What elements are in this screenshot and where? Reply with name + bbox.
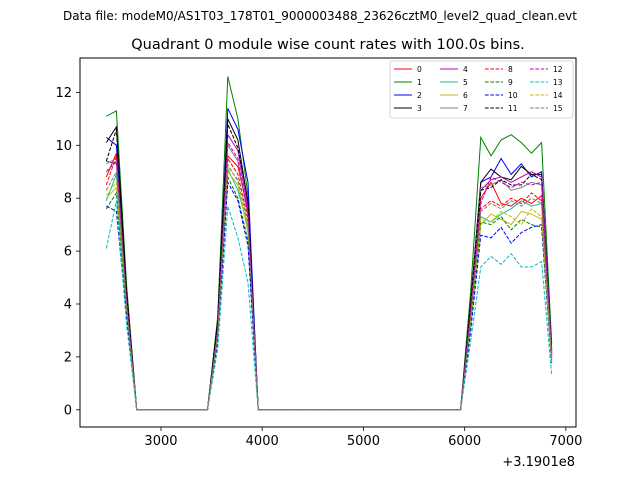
- series-lines: [105, 76, 553, 411]
- legend-label-11: 11: [508, 104, 518, 113]
- series-line-11: [105, 123, 553, 411]
- y-tick-label: 4: [64, 298, 72, 313]
- legend-label-13: 13: [553, 78, 563, 87]
- series-line-2: [105, 108, 553, 411]
- y-tick-label: 8: [64, 192, 72, 207]
- legend-label-8: 8: [508, 65, 513, 74]
- x-tick-label: 4000: [246, 434, 279, 449]
- y-tick-label: 0: [64, 403, 72, 418]
- y-tick-label: 12: [55, 86, 72, 101]
- legend-label-0: 0: [417, 65, 422, 74]
- series-line-12: [105, 141, 553, 411]
- legend-label-5: 5: [463, 78, 468, 87]
- plot-frame: [79, 57, 577, 428]
- legend-box: [389, 60, 574, 119]
- legend-label-6: 6: [463, 91, 468, 100]
- series-line-15: [105, 165, 553, 411]
- series-line-14: [105, 162, 553, 411]
- series-line-10: [106, 180, 553, 411]
- x-tick-label: 3000: [144, 434, 177, 449]
- legend-label-1: 1: [417, 78, 422, 87]
- series-line-9: [105, 175, 553, 411]
- series-line-13: [105, 200, 553, 411]
- series-line-6: [105, 170, 553, 411]
- y-tick-label: 10: [55, 139, 72, 154]
- x-tick-label: 7000: [549, 434, 582, 449]
- legend-label-14: 14: [553, 91, 563, 100]
- legend-label-10: 10: [508, 91, 518, 100]
- legend-label-7: 7: [463, 104, 468, 113]
- legend-label-12: 12: [553, 65, 563, 74]
- series-line-3: [105, 118, 553, 411]
- y-tick-label: 6: [64, 245, 72, 260]
- legend-label-3: 3: [417, 104, 422, 113]
- series-line-7: [106, 143, 553, 411]
- legend-label-4: 4: [463, 65, 468, 74]
- y-axis: 0 2 4 6 8 10 12: [55, 86, 80, 418]
- x-axis: 3000 4000 5000 6000 7000: [144, 427, 582, 449]
- x-tick-label: 6000: [448, 434, 481, 449]
- data-file-suptitle: Data file: modeM0/AS1T03_178T01_90000034…: [63, 9, 577, 23]
- x-offset-label: +3.1901e8: [502, 455, 575, 470]
- legend-label-9: 9: [508, 78, 513, 87]
- x-tick-label: 5000: [347, 434, 380, 449]
- legend-label-2: 2: [417, 91, 422, 100]
- legend-label-15: 15: [553, 104, 563, 113]
- chart-title: Quadrant 0 module wise count rates with …: [131, 37, 525, 53]
- y-tick-label: 2: [64, 350, 72, 365]
- series-line-4: [106, 133, 553, 411]
- series-line-1: [106, 76, 553, 411]
